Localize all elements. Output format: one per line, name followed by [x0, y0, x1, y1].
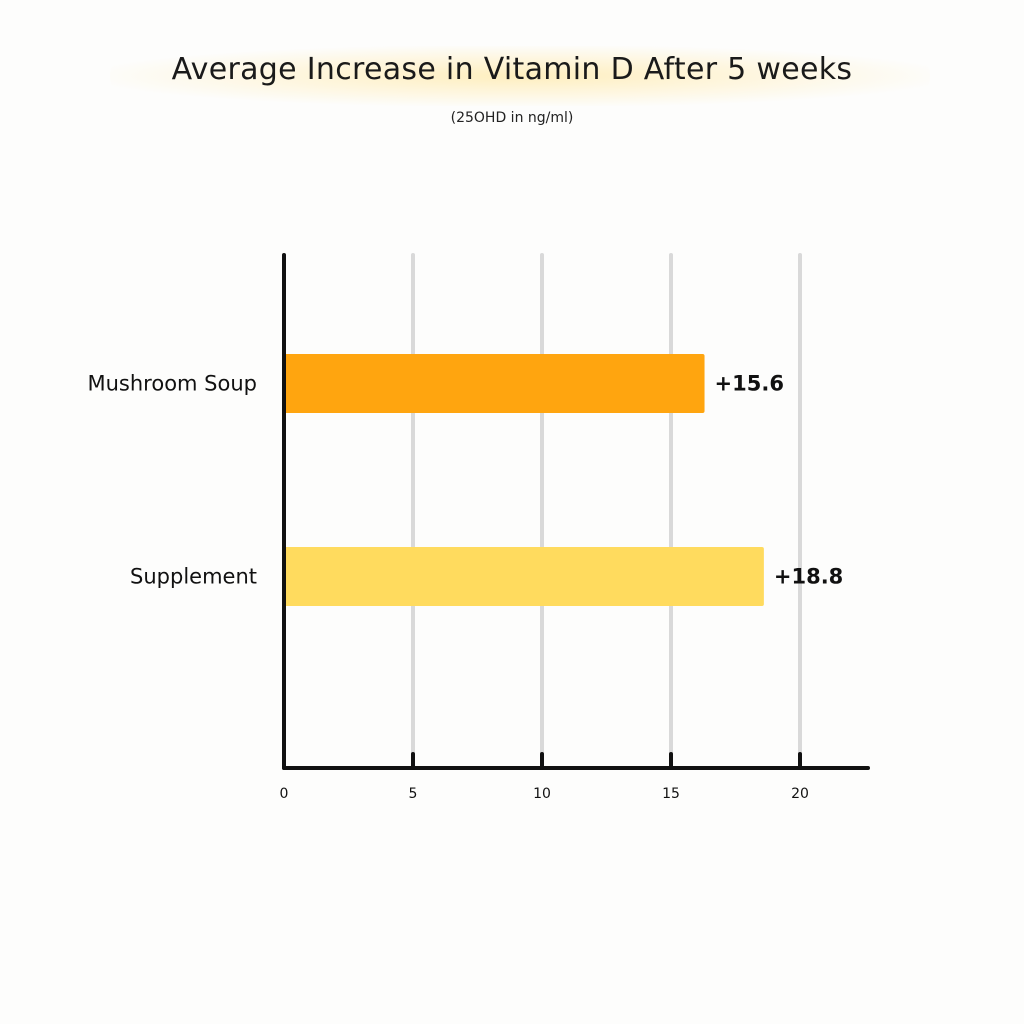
- category-label: Supplement: [130, 565, 257, 589]
- x-tick-label: 0: [280, 786, 289, 802]
- gridlines: [411, 253, 802, 770]
- chart-subtitle: (25OHD in ng/ml): [450, 110, 574, 126]
- bars: [284, 354, 764, 606]
- x-tick-label: 20: [791, 786, 809, 802]
- x-tick-label: 15: [662, 786, 680, 802]
- axes: [282, 253, 870, 770]
- data-label: +18.8: [774, 565, 843, 589]
- x-tick-label: 10: [533, 786, 551, 802]
- bar: [284, 547, 764, 606]
- chart-title: Average Increase in Vitamin D After 5 we…: [171, 52, 853, 87]
- data-label: +15.6: [715, 372, 784, 396]
- category-label: Mushroom Soup: [88, 372, 258, 396]
- x-tick-label: 5: [409, 786, 418, 802]
- labels: 0 5 10 15 20 Mushroom Soup Supplement +15.6 +18.…: [88, 372, 844, 803]
- title-highlight: [110, 46, 930, 106]
- bar: [284, 354, 705, 413]
